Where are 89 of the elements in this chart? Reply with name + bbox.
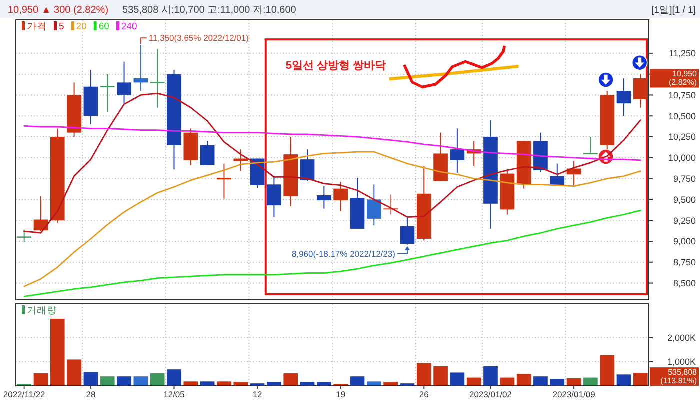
bar [150, 373, 165, 386]
candlestick [117, 61, 132, 104]
bar [466, 378, 482, 386]
candlestick [134, 44, 148, 92]
bar [100, 376, 115, 386]
legend-label: 240 [121, 22, 138, 32]
candlestick [634, 74, 648, 108]
bar [566, 378, 582, 386]
bar [267, 382, 282, 386]
bar [366, 382, 382, 386]
bar [50, 318, 65, 386]
candlestick [234, 149, 248, 172]
x-tick-label: 12/05 [164, 390, 186, 400]
bar [67, 360, 82, 386]
line-series [24, 151, 642, 288]
y-tick-label: 10,250 [668, 132, 696, 142]
bar [584, 378, 598, 386]
bar [217, 382, 232, 386]
bar [484, 366, 498, 386]
bar [600, 355, 615, 386]
annotation: 8,960(-18.17% 2022/12/23) [292, 248, 396, 259]
x-tick-label: 2022/11/22 [3, 390, 46, 400]
y-tick-label: 8,500 [673, 278, 696, 288]
bar [450, 372, 465, 386]
x-tick-label: 26 [419, 390, 430, 400]
bar [634, 373, 648, 386]
legend-label: 20 [76, 22, 87, 32]
x-tick-label: 2023/01/02 [469, 390, 512, 400]
y-tick-label: 2,000K [667, 332, 696, 343]
bar [134, 376, 148, 386]
candlestick [200, 140, 215, 166]
x-tick-label: 19 [336, 390, 346, 400]
candlestick [616, 78, 632, 117]
bar [84, 372, 98, 386]
bar [284, 373, 298, 386]
candlestick [267, 176, 282, 218]
y-tick-label: 10,000 [668, 153, 696, 164]
bar [416, 363, 432, 386]
bar [384, 382, 398, 386]
x-tick-label: 2023/01/09 [552, 390, 596, 400]
candlestick [217, 163, 232, 200]
y-tick-label: 8,750 [673, 258, 696, 268]
candlestick [366, 184, 382, 226]
candlestick [450, 128, 465, 174]
candlestick [584, 136, 598, 154]
y-tick-label: 1,000K [667, 357, 696, 368]
value-box: 535,808 (113.81%) [650, 368, 699, 386]
bar [34, 373, 48, 386]
candlestick [17, 229, 32, 243]
chart-title: 10,950 ▲ 300 (2.82%) [8, 5, 109, 16]
y-tick-label: 9,000 [673, 236, 696, 247]
y-tick-label: 9,250 [673, 216, 696, 226]
y-tick-label: 10,500 [668, 111, 696, 122]
bar [234, 382, 248, 386]
bar [616, 374, 632, 386]
chart-subtitle: 535,808 시:10,700 고:11,000 저:10,600 [122, 5, 297, 16]
bar [434, 366, 448, 386]
value-box: 10,950 (2.82%) [650, 69, 699, 88]
legend-label: 60 [98, 22, 110, 32]
y-tick-label: 11,250 [669, 48, 696, 59]
x-tick-label: 12 [252, 390, 263, 400]
candlestick [150, 48, 165, 108]
candlestick [334, 182, 348, 212]
candlestick [550, 163, 565, 186]
bar [350, 376, 365, 386]
bar [516, 374, 532, 386]
y-tick-label: 9,750 [673, 174, 696, 184]
bar [117, 376, 132, 386]
y-tick-label: 10,750 [668, 90, 696, 100]
y-tick-label: 9,500 [673, 194, 696, 205]
line-series [24, 210, 642, 298]
bar [500, 378, 515, 386]
bar [534, 376, 548, 386]
bar [184, 382, 198, 386]
candlestick [317, 186, 332, 210]
candlestick [300, 149, 315, 182]
candlestick [400, 218, 415, 246]
legend-label: 5 [59, 22, 64, 32]
text: [1일][1 / 1] [652, 5, 696, 16]
x-tick-label: 28 [86, 390, 96, 400]
bar [317, 382, 332, 386]
legend-label: 가격 [27, 22, 47, 32]
bar [200, 382, 215, 386]
annotation: 11,350(3.65% 2022/12/01) [148, 33, 250, 44]
line-series [24, 92, 642, 234]
bar [167, 370, 182, 386]
bar [550, 379, 565, 386]
legend: 거래량 [22, 306, 57, 316]
annotation: 5일선 상방형 쌍바닥 [286, 60, 386, 72]
